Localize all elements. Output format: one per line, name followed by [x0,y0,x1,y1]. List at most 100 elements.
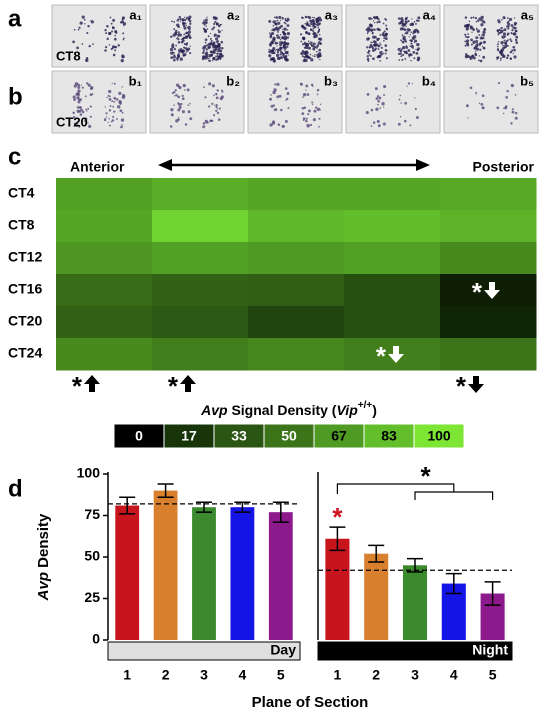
cell-dot [221,89,224,92]
cell-dot [104,28,107,32]
cell-dot [397,17,401,20]
cell-dot [276,95,280,99]
cell-dot [285,52,288,55]
cell-dot [410,59,412,62]
cell-dot [108,118,110,120]
cell-dot [383,40,385,42]
cell-dot [108,31,112,36]
cell-dot [510,122,513,125]
cell-dot [509,38,512,41]
cell-dot [415,28,418,31]
cell-dot [268,48,270,51]
cell-dot [175,83,180,87]
cell-dot [202,51,205,54]
cell-dot [312,85,314,87]
heatmap-cell [344,274,441,307]
cell-dot [187,30,191,34]
cell-dot [303,46,307,49]
cell-dot [316,55,320,59]
cell-dot [181,18,185,22]
cell-dot [170,35,173,38]
cell-dot [372,20,375,22]
cell-dot [207,35,210,38]
cell-dot [507,25,510,28]
cell-dot [414,39,418,43]
cell-dot [272,104,276,107]
cell-dot [465,23,469,28]
image-label: b₄ [422,73,436,88]
cell-dot [309,41,311,43]
cell-dot [209,32,212,35]
cell-dot [186,88,190,92]
cell-dot [465,104,469,108]
cell-dot [403,45,405,48]
cell-dot [410,45,414,49]
cell-dot [380,44,382,46]
cell-dot [475,21,478,23]
cell-dot [317,26,320,29]
cell-dot [276,36,279,39]
image-label: b₅ [520,73,534,88]
cell-dot [276,45,278,47]
cell-dot [185,51,187,53]
cell-dot [73,84,77,88]
scale-label: 33 [231,428,247,444]
cell-dot [472,28,475,32]
cell-dot [214,47,218,51]
cell-dot [274,16,276,19]
cell-dot [178,54,180,57]
cell-dot [401,58,404,61]
cell-dot [212,56,216,61]
cell-dot [372,121,376,124]
error-bar [484,581,501,606]
cell-dot [221,29,223,32]
cell-dot [117,105,121,109]
cell-dot [503,28,507,32]
image-background [149,4,245,68]
heatmap-cell [440,306,537,339]
cell-dot [318,117,321,120]
cell-dot [306,55,310,59]
cell-dot [409,53,411,55]
cell-dot [313,31,317,35]
cell-dot [286,45,289,48]
cell-dot [316,93,319,96]
significance-mark: * [421,461,432,491]
cell-dot [502,32,507,36]
cell-dot [90,20,92,22]
cell-dot [377,48,380,50]
cell-dot [178,33,182,37]
cell-dot [375,107,379,111]
bracket-line [414,491,494,500]
bracket-line [336,483,455,494]
cell-dot [181,21,186,25]
cell-dot [508,17,513,21]
cell-dot [410,31,413,34]
image-label: b₂ [226,73,240,88]
scale-cell [313,423,365,449]
cell-dot [177,118,180,121]
cell-dot [72,112,75,114]
cell-dot [513,32,517,36]
cell-dot [281,52,284,54]
cell-dot [274,41,278,45]
cell-dot [406,16,408,19]
cell-dot [466,39,470,43]
significance-mark: * [472,277,483,307]
cell-dot [170,56,174,60]
cell-dot [185,17,188,20]
cell-dot [365,110,369,115]
cell-dot [121,93,126,98]
group-box [107,641,301,661]
cell-dot [385,24,388,27]
cell-dot [179,18,182,21]
cell-dot [475,92,477,95]
cell-dot [502,44,504,47]
cell-dot [81,15,85,19]
group-label: Day [270,642,296,658]
cell-dot [213,94,215,97]
cell-dot [177,40,181,44]
cell-dot [305,117,308,120]
cell-dot [213,104,216,107]
